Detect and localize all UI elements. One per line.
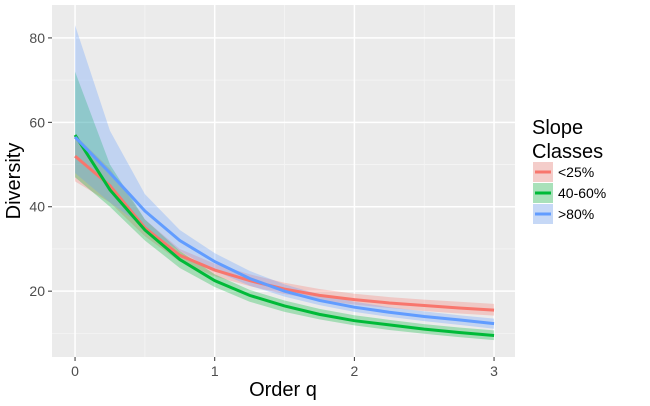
y-tick-label: 20	[29, 283, 45, 299]
legend-label: 40-60%	[558, 185, 606, 201]
x-tick-label: 3	[490, 363, 498, 379]
x-axis-label: Order q	[249, 379, 317, 401]
legend-title: Slope Classes	[532, 117, 604, 163]
legend: <25% 40-60% >80%	[533, 162, 606, 224]
y-tick-label: 60	[29, 114, 45, 130]
x-tick-label: 2	[350, 363, 358, 379]
x-tick-label: 1	[211, 363, 219, 379]
panel	[52, 5, 515, 357]
lines	[73, 134, 495, 337]
legend-label: >80%	[558, 206, 594, 222]
y-tick-label: 80	[29, 30, 45, 46]
axes: 0 1 2 3 20 40 60 80	[29, 30, 498, 379]
legend-label: <25%	[558, 164, 594, 180]
x-tick-label: 0	[71, 363, 79, 379]
y-tick-label: 40	[29, 199, 45, 215]
series-line	[73, 134, 495, 337]
series-line	[73, 136, 495, 326]
y-axis-label: Diversity	[3, 143, 25, 220]
